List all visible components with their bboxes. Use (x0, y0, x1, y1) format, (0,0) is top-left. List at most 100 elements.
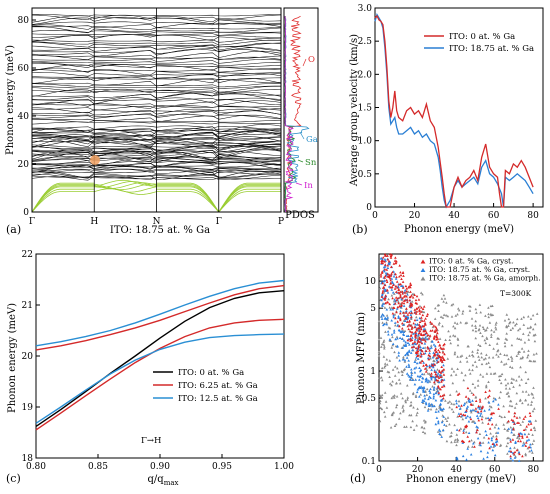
acoustic-branch (31, 191, 95, 213)
scatter-point (478, 303, 482, 306)
scatter-point (446, 416, 450, 419)
scatter-point (504, 387, 508, 390)
scatter-point (381, 291, 384, 294)
scatter-point (430, 363, 434, 366)
scatter-point (526, 447, 530, 450)
scatter-point (500, 372, 504, 376)
scatter-point (432, 388, 436, 391)
scatter-point (442, 397, 445, 400)
scatter-point (431, 385, 434, 388)
scatter-point (398, 317, 402, 320)
scatter-point (393, 424, 397, 427)
scatter-point (396, 324, 399, 327)
scatter-point (382, 297, 386, 300)
scatter-point (490, 423, 494, 426)
scatter-point (482, 457, 485, 460)
scatter-point (459, 360, 462, 363)
scatter-point (513, 411, 517, 415)
scatter-point (510, 418, 514, 421)
scatter-point (400, 373, 404, 376)
scatter-point (400, 329, 404, 333)
x-tick-label: 0.85 (88, 462, 108, 472)
scatter-point (422, 305, 426, 308)
scatter-point (494, 397, 497, 401)
scatter-point (439, 408, 442, 411)
scatter-point (409, 368, 413, 371)
scatter-point (468, 400, 471, 403)
scatter-point (418, 366, 421, 369)
scatter-point (409, 351, 413, 354)
scatter-point (401, 404, 405, 407)
scatter-point (392, 396, 396, 399)
scatter-point (410, 302, 414, 306)
scatter-point (407, 290, 410, 293)
scatter-point (479, 331, 482, 334)
scatter-point (381, 289, 385, 292)
scatter-point (519, 365, 522, 369)
scatter-point (404, 316, 408, 320)
scatter-point (521, 420, 525, 423)
scatter-point (522, 441, 525, 444)
scatter-point (388, 277, 392, 280)
scatter-point (433, 369, 436, 372)
y-tick-label: 22 (22, 250, 33, 260)
scatter-point (445, 439, 449, 443)
scatter-point (422, 399, 426, 403)
scatter-point (494, 326, 497, 329)
acoustic-branch (31, 182, 95, 213)
scatter-point (527, 423, 530, 426)
scatter-point (437, 428, 441, 431)
scatter-point (498, 444, 502, 447)
scatter-point (507, 449, 511, 453)
scatter-point (452, 410, 455, 413)
scatter-point (431, 356, 435, 359)
scatter-point (491, 435, 495, 438)
scatter-point (490, 328, 493, 332)
scatter-point (533, 359, 537, 363)
acoustic-branch (94, 182, 157, 189)
scatter-point (391, 335, 394, 339)
scatter-point (453, 423, 456, 427)
scatter-point (391, 380, 394, 383)
scatter-point (385, 358, 389, 361)
scatter-point (531, 451, 534, 454)
scatter-point (401, 296, 404, 300)
scatter-point (397, 370, 400, 374)
scatter-point (520, 378, 523, 381)
pdos-line (284, 16, 295, 213)
scatter-point (426, 312, 429, 316)
scatter-point (391, 368, 395, 371)
scatter-point (456, 313, 459, 316)
scatter-point (420, 306, 423, 309)
scatter-point (378, 401, 382, 405)
scatter-point (390, 413, 394, 417)
scatter-point (394, 290, 398, 293)
scatter-point (442, 373, 446, 376)
scatter-point (504, 383, 508, 387)
scatter-point (413, 383, 417, 386)
scatter-point (471, 363, 475, 367)
scatter-point (442, 347, 446, 350)
pdos-series-label: Ga (306, 135, 318, 145)
scatter-point (497, 407, 500, 410)
scatter-point (530, 400, 534, 403)
scatter-point (531, 314, 535, 317)
scatter-point (399, 318, 402, 322)
scatter-point (381, 259, 385, 262)
scatter-point (529, 414, 532, 417)
scatter-point (473, 445, 476, 448)
scatter-point (495, 353, 498, 356)
panel-a-caption: ITO: 18.75 at. % Ga (110, 225, 210, 236)
scatter-point (425, 363, 428, 366)
scatter-point (491, 399, 495, 403)
acoustic-branch (218, 184, 281, 213)
scatter-point (495, 434, 498, 438)
scatter-point (509, 328, 513, 331)
scatter-point (380, 271, 384, 274)
scatter-point (491, 442, 495, 445)
scatter-point (414, 323, 417, 326)
scatter-point (438, 337, 442, 340)
scatter-point (487, 401, 491, 404)
scatter-point (519, 439, 522, 443)
acoustic-branch (156, 188, 220, 213)
